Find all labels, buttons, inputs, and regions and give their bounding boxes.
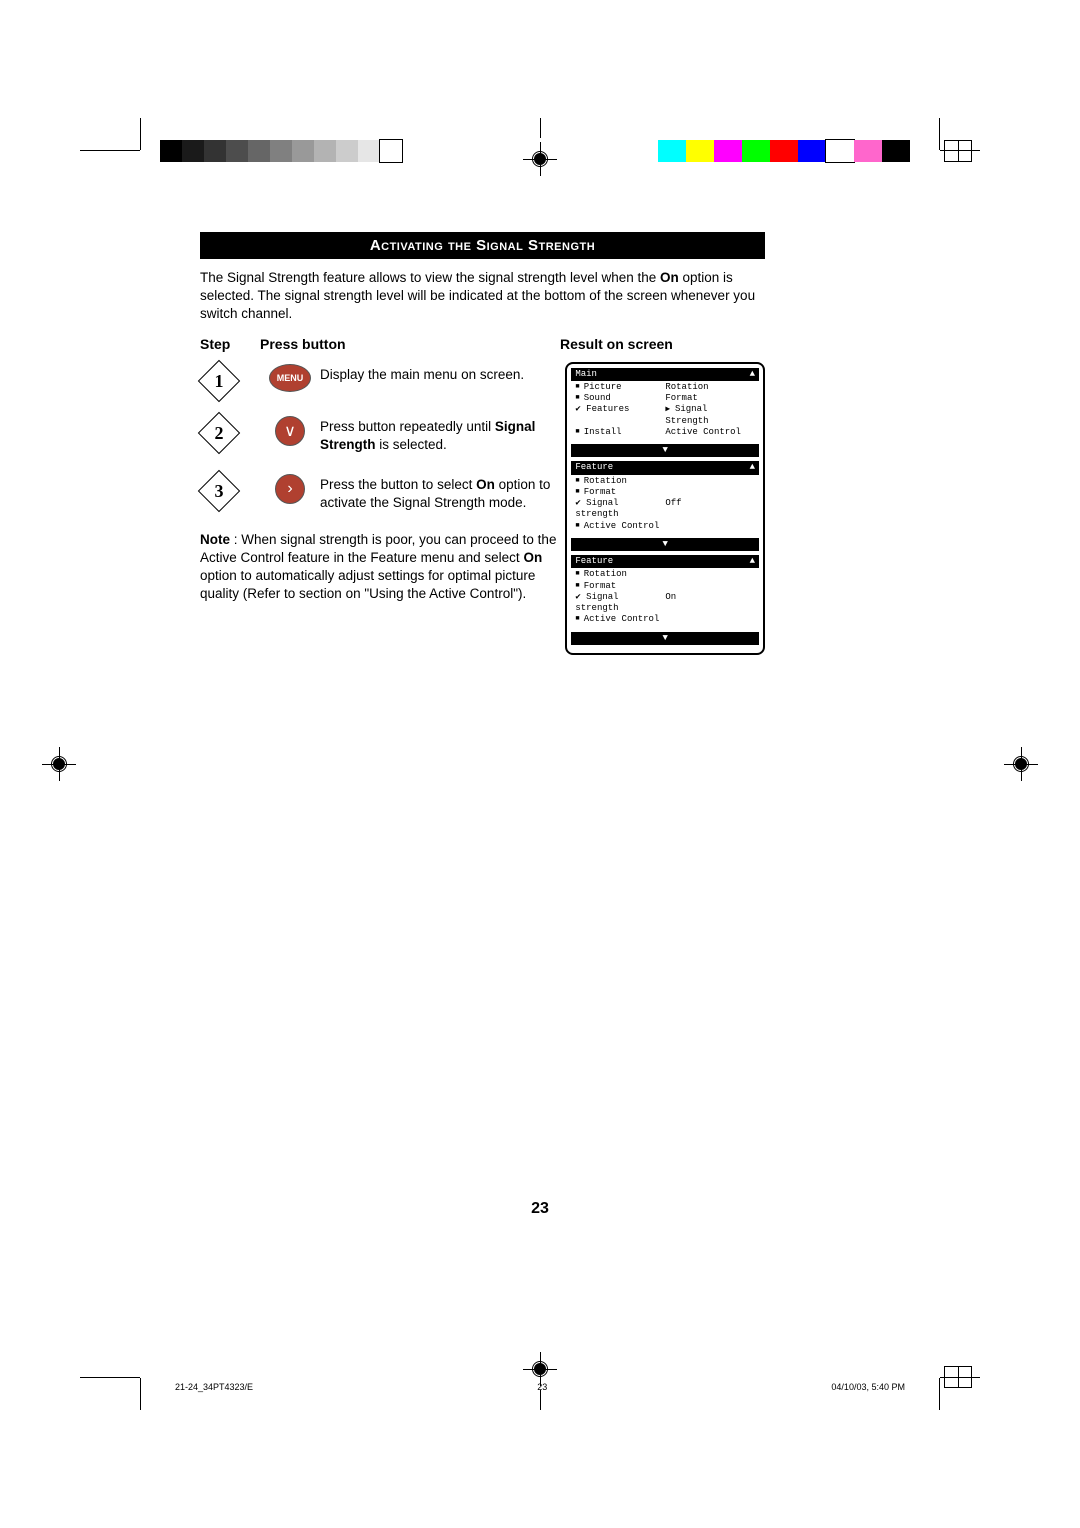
header-press: Press button	[260, 336, 560, 352]
step-number-icon: 3	[198, 470, 240, 512]
color-swatches	[658, 140, 910, 162]
down-button-icon: ∨	[275, 416, 305, 446]
text: is selected.	[376, 437, 447, 452]
osd-item: Sound	[575, 393, 665, 404]
text: option to automatically adjust settings …	[200, 568, 535, 601]
osd-item: Rotation	[575, 569, 665, 580]
down-arrow-icon: ▼	[571, 444, 759, 457]
text: The Signal Strength feature allows to vi…	[200, 270, 660, 285]
osd-feature-off: Feature ▲ RotationFormatSignal strengthOf…	[571, 461, 759, 551]
up-arrow-icon: ▲	[750, 462, 755, 473]
osd-value	[665, 476, 755, 487]
crop-mark	[140, 1378, 141, 1410]
crop-mark	[80, 150, 140, 151]
header-result: Result on screen	[560, 336, 765, 352]
footer-page: 23	[537, 1382, 547, 1392]
text: : When signal strength is poor, you can …	[200, 532, 556, 565]
osd-item: Format	[575, 581, 665, 592]
osd-item: Features	[575, 404, 665, 427]
osd-value: Active Control	[665, 427, 755, 438]
osd-main: Main ▲ PictureRotationSoundFormatFeatures…	[571, 368, 759, 458]
osd-value	[665, 614, 755, 625]
osd-feature-on: Feature ▲ RotationFormatSignal strengthOn…	[571, 555, 759, 645]
page-number: 23	[0, 1200, 1080, 1218]
crop-mark	[140, 118, 141, 150]
osd-value	[665, 581, 755, 592]
step-number: 2	[215, 422, 224, 443]
corner-box	[944, 1366, 972, 1388]
step-description: Press the button to select On option to …	[320, 472, 559, 512]
osd-item: Signal strength	[575, 592, 665, 615]
osd-item: Signal strength	[575, 498, 665, 521]
step-number-icon: 2	[198, 411, 240, 453]
text: Press button repeatedly until	[320, 419, 495, 434]
step-3: 3 › Press the button to select On option…	[200, 472, 559, 512]
step-2: 2 ∨ Press button repeatedly until Signal…	[200, 414, 559, 454]
step-description: Display the main menu on screen.	[320, 362, 559, 384]
corner-box	[944, 140, 972, 162]
crop-mark	[80, 1377, 140, 1378]
osd-title: Main	[575, 369, 597, 380]
osd-value: Off	[665, 498, 755, 521]
registration-mark	[1010, 753, 1032, 775]
intro-paragraph: The Signal Strength feature allows to vi…	[200, 269, 765, 324]
footer-info: 21-24_34PT4323/E 23 04/10/03, 5:40 PM	[175, 1382, 905, 1392]
step-description: Press button repeatedly until Signal Str…	[320, 414, 559, 454]
down-arrow-icon: ▼	[571, 632, 759, 645]
right-button-icon: ›	[275, 474, 305, 504]
footer-datetime: 04/10/03, 5:40 PM	[831, 1382, 905, 1392]
footer-filename: 21-24_34PT4323/E	[175, 1382, 253, 1392]
osd-title: Feature	[575, 556, 613, 567]
crop-mark	[939, 118, 940, 150]
result-screens: Main▲ PictureRotationSoundFormatFeatures…	[565, 362, 765, 655]
text-bold: On	[523, 550, 542, 565]
registration-mark	[529, 148, 551, 170]
note-label: Note	[200, 532, 230, 547]
osd-item: Format	[575, 487, 665, 498]
text: Press the button to select	[320, 477, 476, 492]
osd-value: Signal Strength	[665, 404, 755, 427]
grayscale-swatches	[160, 140, 402, 162]
osd-value: Format	[665, 393, 755, 404]
crop-mark	[939, 1378, 940, 1410]
step-number-icon: 1	[198, 359, 240, 401]
steps-column: 1 MENU Display the main menu on screen. …	[200, 362, 559, 604]
up-arrow-icon: ▲	[750, 556, 755, 567]
page-content: Activating the Signal Strength The Signa…	[200, 232, 765, 655]
crop-mark	[540, 1390, 541, 1410]
osd-item: Active Control	[575, 521, 665, 532]
note-paragraph: Note : When signal strength is poor, you…	[200, 531, 559, 604]
osd-item: Rotation	[575, 476, 665, 487]
registration-mark	[48, 753, 70, 775]
osd-value: Rotation	[665, 382, 755, 393]
osd-title: Feature	[575, 462, 613, 473]
step-number: 3	[215, 481, 224, 502]
header-step: Step	[200, 336, 260, 352]
osd-value	[665, 569, 755, 580]
text-bold: On	[476, 477, 495, 492]
step-number: 1	[215, 370, 224, 391]
up-arrow-icon: ▲	[750, 369, 755, 380]
crop-mark	[540, 118, 541, 138]
down-arrow-icon: ▼	[571, 538, 759, 551]
column-headers: Step Press button Result on screen	[200, 336, 765, 352]
osd-value	[665, 487, 755, 498]
section-title: Activating the Signal Strength	[200, 232, 765, 259]
osd-item: Picture	[575, 382, 665, 393]
step-1: 1 MENU Display the main menu on screen.	[200, 362, 559, 396]
osd-item: Active Control	[575, 614, 665, 625]
osd-value: On	[665, 592, 755, 615]
osd-value	[665, 521, 755, 532]
menu-button-icon: MENU	[269, 364, 311, 392]
registration-mark	[529, 1358, 551, 1380]
text-bold: On	[660, 270, 679, 285]
osd-item: Install	[575, 427, 665, 438]
